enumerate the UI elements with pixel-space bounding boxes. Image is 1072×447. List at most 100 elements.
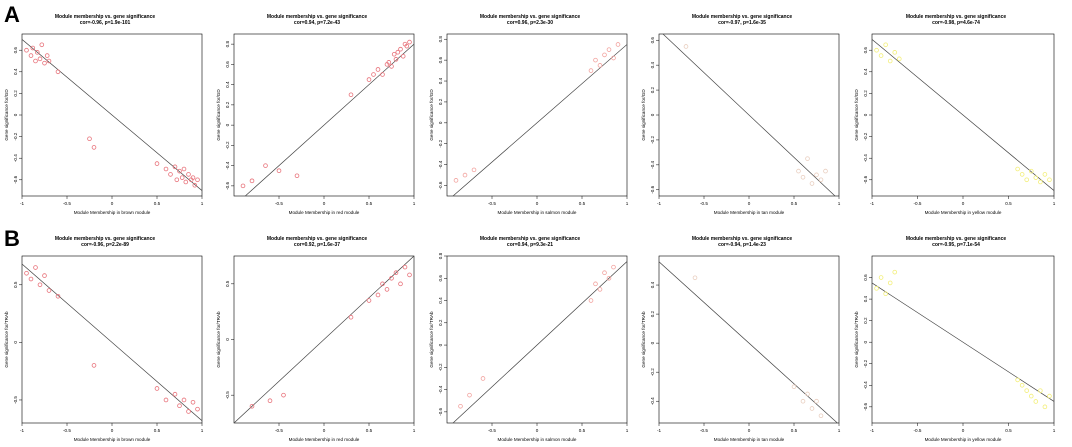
y-tick-label: 0 xyxy=(650,341,655,344)
y-tick-label: 0 xyxy=(13,341,18,344)
y-tick-label: -0.6 xyxy=(863,175,868,183)
y-tick-label: 0.6 xyxy=(13,47,18,54)
x-tick-label: -0.5 xyxy=(700,428,708,433)
data-point xyxy=(55,294,61,299)
y-tick-label: -0.4 xyxy=(863,381,868,389)
x-tick-label: -0.5 xyxy=(63,201,71,206)
x-tick-label: 1 xyxy=(413,428,416,433)
data-point xyxy=(1033,399,1039,404)
y-tick-label: -0.6 xyxy=(438,407,443,415)
chart-subtitle: cor=-0.98, p=4.6e-74 xyxy=(932,20,980,26)
x-tick-label: 1 xyxy=(838,201,841,206)
x-tick-label: 0.5 xyxy=(366,201,373,206)
data-point xyxy=(154,386,160,391)
plot-frame xyxy=(658,255,840,424)
y-tick-label: 0.6 xyxy=(438,56,443,63)
data-point xyxy=(878,275,884,280)
x-axis-label: Module Membership in red module xyxy=(289,437,360,442)
data-point xyxy=(892,269,898,275)
data-point xyxy=(263,163,268,168)
data-point xyxy=(391,51,397,57)
x-tick-label: -0.5 xyxy=(700,201,708,206)
data-point xyxy=(177,403,182,409)
y-tick-label: -0.4 xyxy=(863,154,868,162)
scatter-chart-8: Module membership vs. gene significancec… xyxy=(429,236,629,442)
regression-line xyxy=(662,34,836,196)
data-point xyxy=(174,177,180,183)
data-point xyxy=(402,264,408,270)
x-tick-label: 0.5 xyxy=(791,428,798,433)
data-point xyxy=(46,288,52,293)
scatter-chart-6: Module membership vs. gene significancec… xyxy=(4,236,204,442)
y-tick-label: 0.2 xyxy=(13,90,18,97)
x-tick-label: 1 xyxy=(1053,428,1056,433)
data-point xyxy=(195,406,200,412)
data-point xyxy=(276,168,282,173)
y-axis-label: Gene significance for/TRAb xyxy=(854,311,859,368)
x-tick-label: 0.5 xyxy=(154,201,161,206)
y-axis-label: Gene significance for/GD xyxy=(641,89,646,141)
x-tick-label: -0.5 xyxy=(275,428,283,433)
data-point xyxy=(809,181,815,186)
regression-line xyxy=(244,43,414,196)
chart-title: Module membership vs. gene significance xyxy=(906,14,1007,20)
x-axis-label: Module Membership in yellow module xyxy=(925,210,1002,215)
scatter-chart-7: Module membership vs. gene significancec… xyxy=(216,236,416,442)
data-point xyxy=(1015,377,1020,383)
x-tick-label: 0.5 xyxy=(154,428,161,433)
chart-subtitle: cor=0.96, p=2.3e-30 xyxy=(507,20,553,26)
x-tick-label: 1 xyxy=(1053,201,1056,206)
data-point xyxy=(24,47,29,53)
chart-subtitle: cor=0.92, p=1.6e-37 xyxy=(294,242,340,248)
data-point xyxy=(467,392,472,398)
y-tick-label: 0.4 xyxy=(225,81,230,88)
data-point xyxy=(883,42,888,48)
data-point xyxy=(896,56,902,62)
y-tick-label: 0.4 xyxy=(863,68,868,75)
y-tick-label: -0.2 xyxy=(863,359,868,367)
x-tick-label: 1 xyxy=(626,201,629,206)
y-tick-label: 0.8 xyxy=(225,40,230,47)
data-point xyxy=(404,43,410,49)
y-tick-label: -0.5 xyxy=(13,396,18,404)
data-point xyxy=(400,53,406,59)
x-tick-label: 0 xyxy=(536,428,539,433)
data-point xyxy=(42,60,47,66)
data-point xyxy=(380,72,385,77)
x-tick-label: 0.5 xyxy=(1005,201,1012,206)
data-point xyxy=(181,166,187,172)
data-point xyxy=(800,175,806,180)
y-tick-label: -0.4 xyxy=(225,161,230,169)
y-tick-label: 0 xyxy=(863,340,868,343)
data-point xyxy=(805,391,810,397)
y-tick-label: -0.6 xyxy=(438,181,443,189)
data-point xyxy=(186,172,191,177)
data-point xyxy=(791,384,797,389)
y-tick-label: 0.2 xyxy=(225,101,230,108)
regression-line xyxy=(22,39,202,191)
data-point xyxy=(1042,404,1048,410)
y-axis-label: Gene significance for/GD xyxy=(854,89,859,141)
y-tick-label: -0.2 xyxy=(650,368,655,376)
data-point xyxy=(818,413,824,419)
y-tick-label: -0.2 xyxy=(225,141,230,149)
y-axis-label: Gene significance for/GD xyxy=(4,89,9,141)
y-tick-label: -0.6 xyxy=(863,402,868,410)
x-tick-label: -0.5 xyxy=(275,201,283,206)
data-point xyxy=(1033,175,1039,180)
data-point xyxy=(393,270,399,275)
data-point xyxy=(874,47,879,53)
chart-title: Module membership vs. gene significance xyxy=(55,236,156,242)
scatter-chart-9: Module membership vs. gene significancec… xyxy=(641,236,841,442)
y-tick-label: 0.4 xyxy=(438,297,443,304)
chart-subtitle: cor=0.94, p=7.2e-43 xyxy=(294,20,340,26)
scatter-chart-1: Module membership vs. gene significancec… xyxy=(4,14,204,215)
data-point xyxy=(480,376,486,381)
plot-frame xyxy=(21,255,203,424)
data-point xyxy=(179,175,185,180)
data-point xyxy=(294,173,300,179)
data-point xyxy=(1038,388,1043,393)
data-point xyxy=(1038,179,1043,185)
x-axis-label: Module Membership in brown module xyxy=(74,210,151,215)
data-point xyxy=(249,404,255,409)
